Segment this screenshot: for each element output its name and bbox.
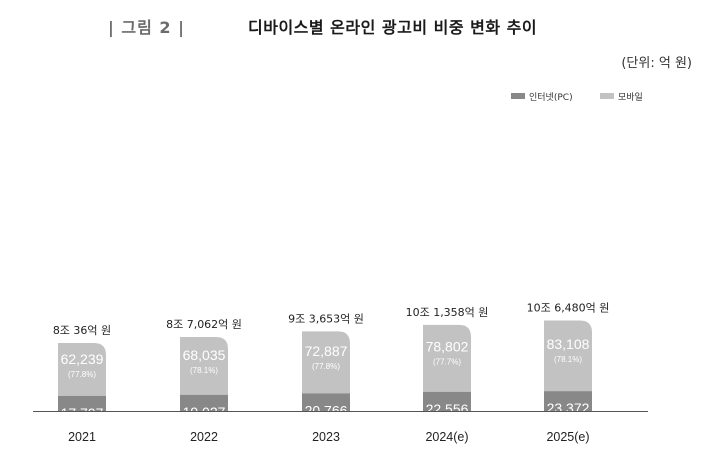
pc-value-label: 22,556 <box>426 401 469 417</box>
bar-mobile-2025(e) <box>544 320 592 392</box>
bar-mobile-2022 <box>180 337 228 395</box>
unit-label: (단위: 억 원) <box>621 56 692 71</box>
chart-title: 디바이스별 온라인 광고비 비중 변화 추이 <box>248 18 538 37</box>
mobile-share-label: (78.1%) <box>190 366 218 375</box>
figure-header: | 그림 2 | 디바이스별 온라인 광고비 비중 변화 추이 <box>0 14 706 44</box>
mobile-share-label: (78.1%) <box>554 355 582 364</box>
pc-value-label: 20,766 <box>305 402 348 418</box>
mobile-value-label: 68,035 <box>183 347 226 363</box>
bar-mobile-2023 <box>302 331 350 394</box>
bar-pc-2023 <box>302 393 350 411</box>
total-label: 10조 6,480억 원 <box>527 302 610 315</box>
mobile-value-label: 62,239 <box>61 351 104 367</box>
mobile-share-label: (77.7%) <box>433 358 461 367</box>
x-tick-label: 2023 <box>312 430 340 444</box>
bar-pc-2022 <box>180 394 228 411</box>
x-tick-label: 2025(e) <box>546 430 589 444</box>
figure-label: | 그림 2 | <box>108 18 185 37</box>
pc-value-label: 23,372 <box>547 400 590 416</box>
mobile-value-label: 72,887 <box>305 343 348 359</box>
legend-label-mobile: 모바일 <box>618 92 643 103</box>
x-tick-label: 2024(e) <box>425 430 468 444</box>
total-label: 10조 1,358억 원 <box>406 306 489 319</box>
bar-pc-2024(e) <box>423 391 471 411</box>
legend-label-pc: 인터넷(PC) <box>529 92 573 103</box>
x-tick-label: 2021 <box>68 430 96 444</box>
legend-swatch-pc <box>511 93 525 99</box>
pc-share-label: (22.2%) <box>312 421 340 430</box>
pc-share-label: (22.2%) <box>68 424 96 433</box>
x-tick-label: 2022 <box>190 430 218 444</box>
legend-swatch-mobile <box>600 93 614 99</box>
bar-pc-2021 <box>58 395 106 411</box>
mobile-share-label: (77.8%) <box>312 362 340 371</box>
bar-pc-2025(e) <box>544 391 592 411</box>
total-label: 9조 3,653억 원 <box>288 312 364 325</box>
mobile-value-label: 83,108 <box>547 336 590 352</box>
bar-mobile-2024(e) <box>423 324 471 392</box>
pc-share-label: (22.3%) <box>433 420 461 429</box>
mobile-share-label: (77.8%) <box>68 370 96 379</box>
total-label: 8조 36억 원 <box>53 324 111 337</box>
bar-mobile-2021 <box>58 343 106 396</box>
pc-share-label: (21.9%) <box>554 419 582 428</box>
pc-value-label: 17,797 <box>61 405 104 421</box>
total-label: 8조 7,062억 원 <box>166 318 242 331</box>
mobile-value-label: 78,802 <box>426 339 469 355</box>
pc-share-label: (21.9%) <box>190 423 218 432</box>
